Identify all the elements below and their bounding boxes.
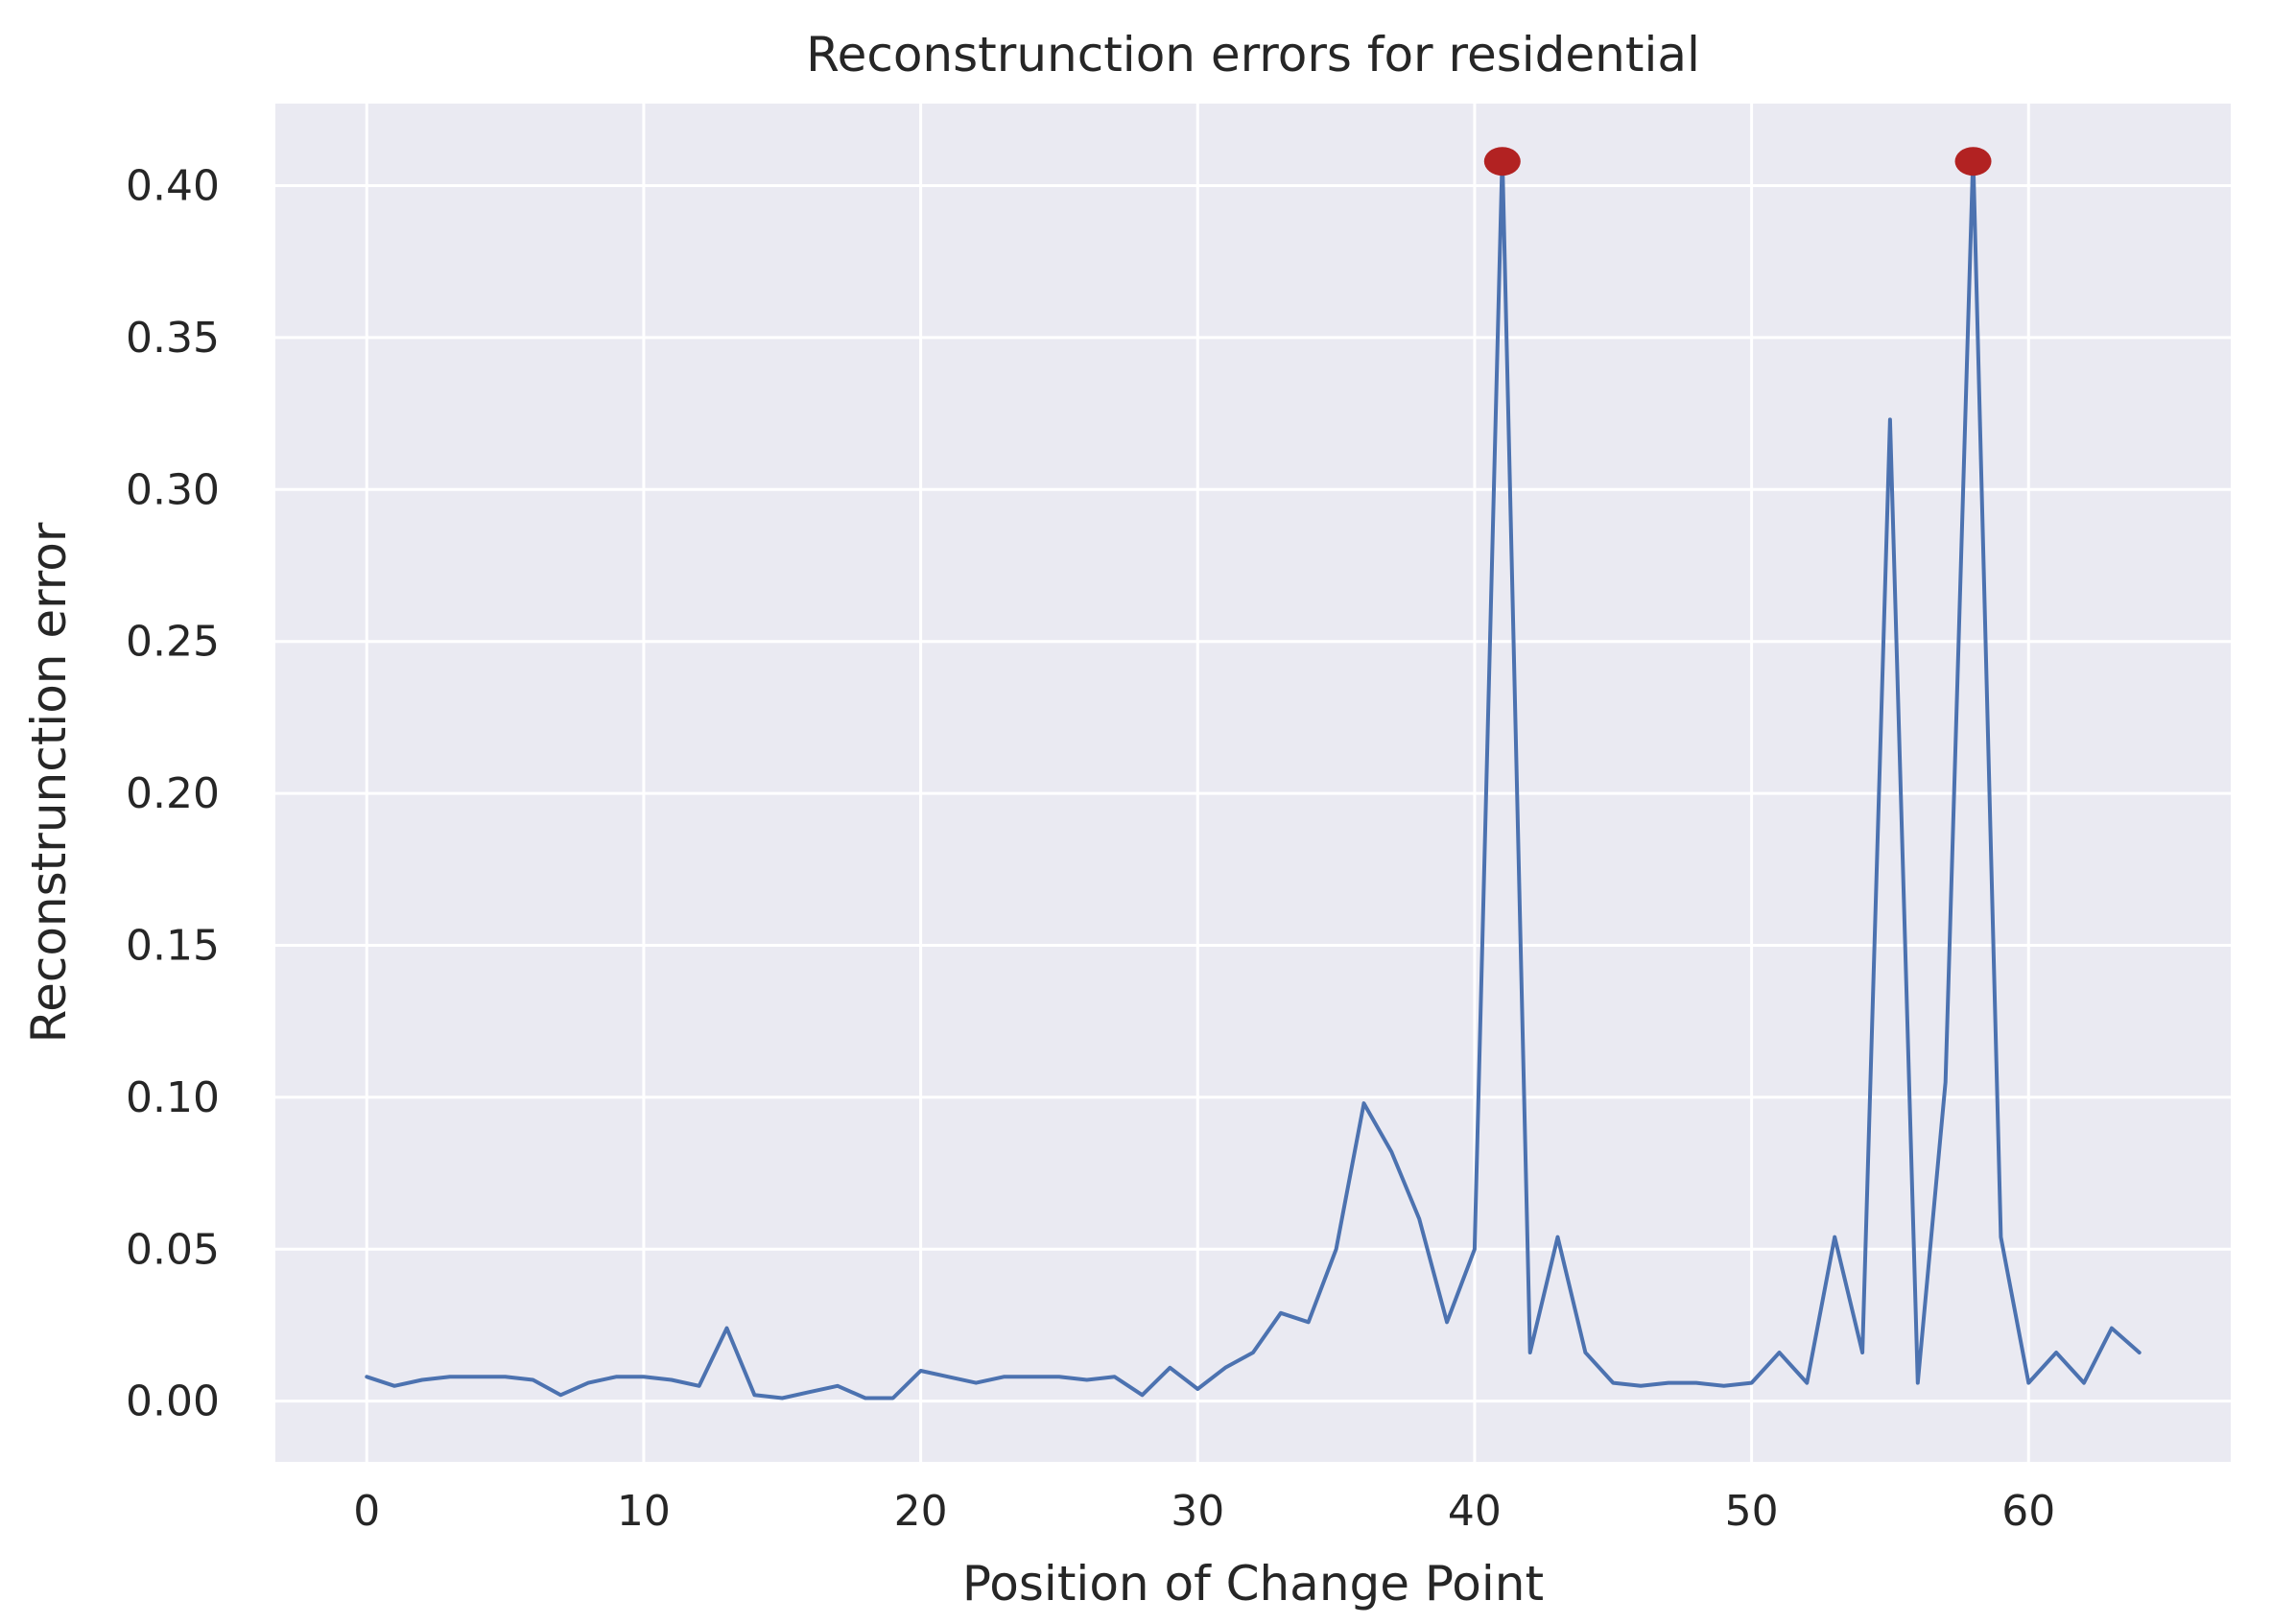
highlighted-point (1954, 147, 1992, 177)
highlighted-points (1483, 147, 1992, 177)
x-tick-label: 0 (353, 1487, 380, 1536)
x-tick-label: 60 (2001, 1487, 2055, 1536)
series-line (365, 153, 2142, 1400)
y-tick-label: 0.20 (126, 769, 220, 818)
y-tick-label: 0.10 (126, 1073, 220, 1122)
y-tick-label: 0.15 (126, 921, 220, 970)
x-tick-label: 10 (617, 1487, 671, 1536)
y-tick-label: 0.00 (126, 1377, 220, 1426)
x-axis-label: Position of Change Point (962, 1556, 1544, 1612)
x-tick-label: 30 (1171, 1487, 1224, 1536)
y-tick-label: 0.25 (126, 618, 220, 667)
highlighted-point (1483, 147, 1521, 177)
x-tick-label: 50 (1725, 1487, 1779, 1536)
x-tick-label: 40 (1448, 1487, 1502, 1536)
plot-background (275, 104, 2231, 1462)
grid-lines (275, 104, 2231, 1462)
y-tick-label: 0.35 (126, 314, 220, 363)
x-tick-labels: 0 10 20 30 40 50 60 (353, 1487, 2055, 1536)
y-axis-label: Reconstrunction error (21, 522, 77, 1043)
y-tick-label: 0.40 (126, 162, 220, 211)
x-tick-label: 20 (894, 1487, 948, 1536)
series-layer (365, 153, 2142, 1400)
y-tick-label: 0.05 (126, 1225, 220, 1274)
chart-title: Reconstrunction errors for residential (806, 27, 1700, 82)
y-tick-label: 0.30 (126, 465, 220, 514)
y-tick-labels: 0.00 0.05 0.10 0.15 0.20 0.25 0.30 0.35 0.40 (126, 162, 220, 1426)
